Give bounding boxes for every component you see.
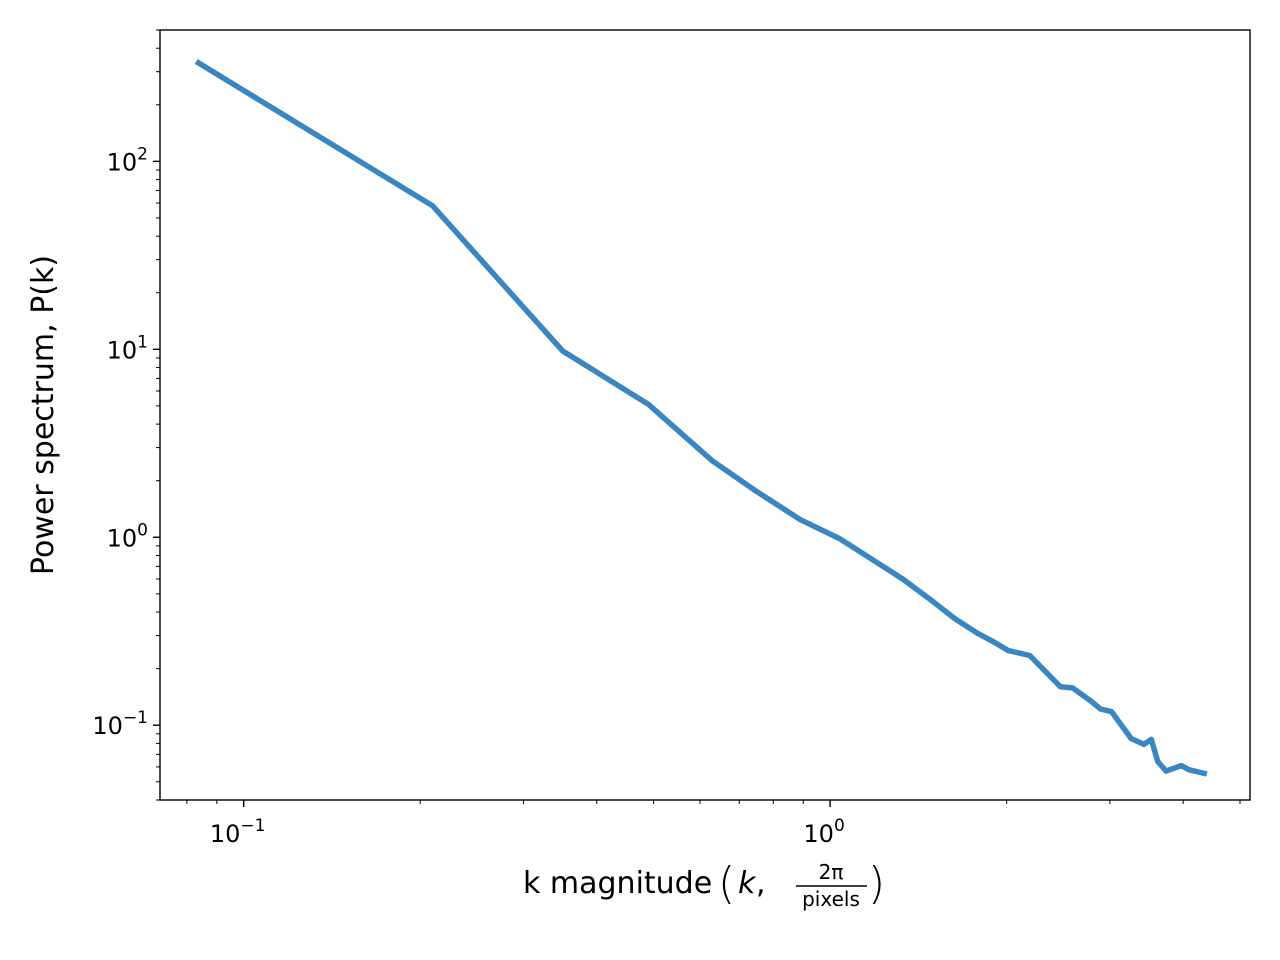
y-tick-label-base: 10 [92, 712, 123, 740]
y-tick-label-exponent: 1 [137, 332, 148, 352]
y-tick-label: 100 [107, 520, 148, 552]
y-tick-label: 102 [107, 144, 148, 176]
x-tick-label: 10−1 [210, 816, 266, 848]
y-tick-label: 10−1 [92, 708, 148, 740]
series-layer [194, 59, 1208, 777]
x-tick-label: 100 [803, 816, 844, 848]
x-tick-label-exponent: 0 [834, 816, 845, 836]
y-tick-label-exponent: 2 [137, 144, 148, 164]
x-axis: 10−1 100 [186, 800, 1241, 848]
y-tick-label-exponent: 0 [137, 520, 148, 540]
series-line [194, 59, 1208, 777]
y-tick-label-base: 10 [107, 148, 138, 176]
y-tick-label-base: 10 [107, 336, 138, 364]
y-tick-label: 101 [107, 332, 148, 364]
x-axis-label-frac-num: 2π [819, 860, 844, 884]
x-axis-label-close-paren: ) [868, 858, 885, 909]
y-tick-label-base: 10 [107, 524, 138, 552]
x-axis-label-math: ( k , 2π pixels ) [718, 858, 885, 911]
x-axis-label-open-paren: ( [718, 858, 735, 909]
x-axis-label-frac-den: pixels [802, 887, 860, 911]
x-tick-label-base: 10 [210, 820, 241, 848]
x-tick-label-base: 10 [803, 820, 834, 848]
x-axis-label-text: k magnitude [523, 866, 712, 901]
y-tick-label-exponent: −1 [123, 708, 148, 728]
x-axis-label-comma: , [756, 866, 766, 901]
y-axis-label: Power spectrum, P(k) [26, 255, 61, 575]
x-axis-label: k magnitude [523, 866, 712, 901]
x-axis-label-var: k [738, 866, 757, 901]
x-tick-label-exponent: −1 [240, 816, 265, 836]
plot-frame [159, 29, 1251, 801]
plot-area [160, 30, 1250, 800]
